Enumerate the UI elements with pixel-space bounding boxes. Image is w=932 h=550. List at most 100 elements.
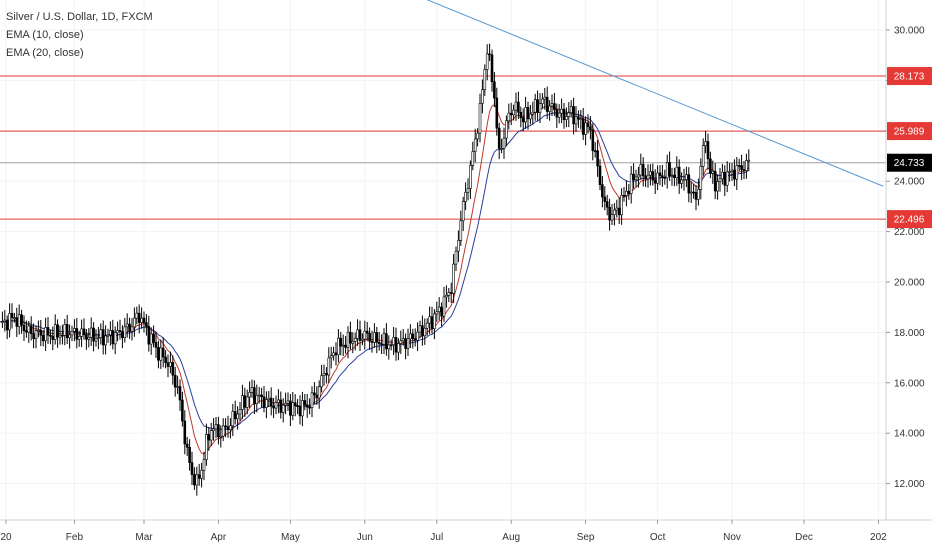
candle	[315, 386, 319, 405]
candle-body	[512, 109, 515, 116]
candle	[675, 156, 679, 186]
ema-20-line	[0, 112, 750, 431]
candle-body	[200, 469, 203, 479]
candle	[625, 180, 628, 207]
candle	[301, 391, 304, 427]
candle-body	[661, 175, 664, 178]
candle-body	[85, 334, 88, 340]
candle	[277, 389, 280, 414]
candle	[281, 398, 285, 423]
candle	[233, 400, 237, 425]
last-price-badge	[887, 153, 932, 172]
candle-body	[219, 435, 223, 438]
candle	[521, 108, 525, 132]
candle-body	[605, 201, 609, 208]
candle	[212, 418, 215, 441]
candle	[670, 167, 674, 186]
candle-body	[277, 399, 280, 403]
candle-body	[142, 317, 146, 323]
candle-body	[145, 322, 148, 327]
candle-body	[473, 138, 477, 152]
candle	[689, 181, 693, 203]
candle	[481, 79, 484, 114]
candle	[22, 315, 26, 341]
candle	[437, 297, 441, 321]
candle-body	[437, 306, 441, 313]
candle	[668, 151, 671, 181]
candle-body	[37, 329, 40, 332]
candle	[121, 325, 124, 349]
candle	[8, 303, 11, 338]
candle-body	[99, 329, 103, 338]
horizontal-levels	[0, 75, 886, 220]
candle-body	[185, 443, 189, 448]
candle	[397, 338, 400, 361]
candle-body	[53, 324, 57, 340]
candle-body	[644, 175, 647, 180]
candle	[349, 321, 352, 350]
candle	[423, 318, 427, 345]
candle	[262, 385, 266, 413]
candle	[190, 451, 194, 486]
candle-body	[267, 397, 271, 400]
candle	[243, 387, 247, 417]
candle	[742, 160, 746, 180]
candle	[629, 165, 633, 204]
candle-body	[317, 386, 321, 399]
x-tick-label: Jun	[357, 532, 373, 543]
candle	[701, 138, 705, 176]
candle-body	[550, 103, 554, 107]
candle	[284, 392, 287, 415]
candle	[140, 307, 143, 329]
candle-body	[507, 112, 511, 122]
candle	[214, 416, 218, 439]
candle	[61, 324, 64, 345]
ema-lines	[0, 103, 750, 455]
candle-body	[303, 400, 307, 406]
candle	[274, 395, 278, 415]
candle	[334, 342, 338, 366]
candle-body	[567, 112, 571, 117]
candle	[565, 107, 568, 128]
candle	[615, 199, 619, 218]
candle	[711, 160, 715, 184]
candle	[85, 329, 88, 350]
candle	[406, 328, 410, 356]
candle-body	[56, 324, 59, 338]
candle-body	[70, 331, 74, 336]
candle-body	[29, 325, 33, 334]
candle-body	[742, 169, 746, 171]
candle	[723, 165, 727, 197]
candle-body	[519, 111, 523, 118]
candle	[41, 330, 45, 347]
candle	[166, 354, 170, 378]
candle	[682, 168, 686, 191]
candle-body	[692, 191, 695, 194]
candle	[469, 160, 472, 199]
candle-body	[209, 430, 213, 441]
candle	[44, 317, 47, 352]
candle-body	[334, 352, 338, 356]
candle	[236, 406, 239, 430]
candle	[135, 306, 139, 325]
candle-body	[190, 462, 194, 475]
candle-body	[58, 334, 62, 338]
candle-body	[385, 333, 388, 350]
candle-body	[524, 107, 527, 123]
candle	[641, 157, 645, 187]
price-badges: 28.173 25.989 22.496 24.733	[887, 67, 932, 229]
candle	[353, 332, 357, 351]
candle-body	[289, 400, 292, 416]
candle	[296, 398, 299, 415]
candle	[673, 167, 676, 187]
candle-body	[346, 331, 350, 348]
candle	[529, 104, 532, 125]
candle-body	[699, 166, 703, 190]
candle-body	[128, 323, 131, 332]
candle	[526, 101, 530, 130]
candles	[1, 43, 751, 496]
candle-body	[557, 112, 561, 118]
candle-body	[440, 306, 443, 317]
candle-body	[713, 171, 717, 192]
